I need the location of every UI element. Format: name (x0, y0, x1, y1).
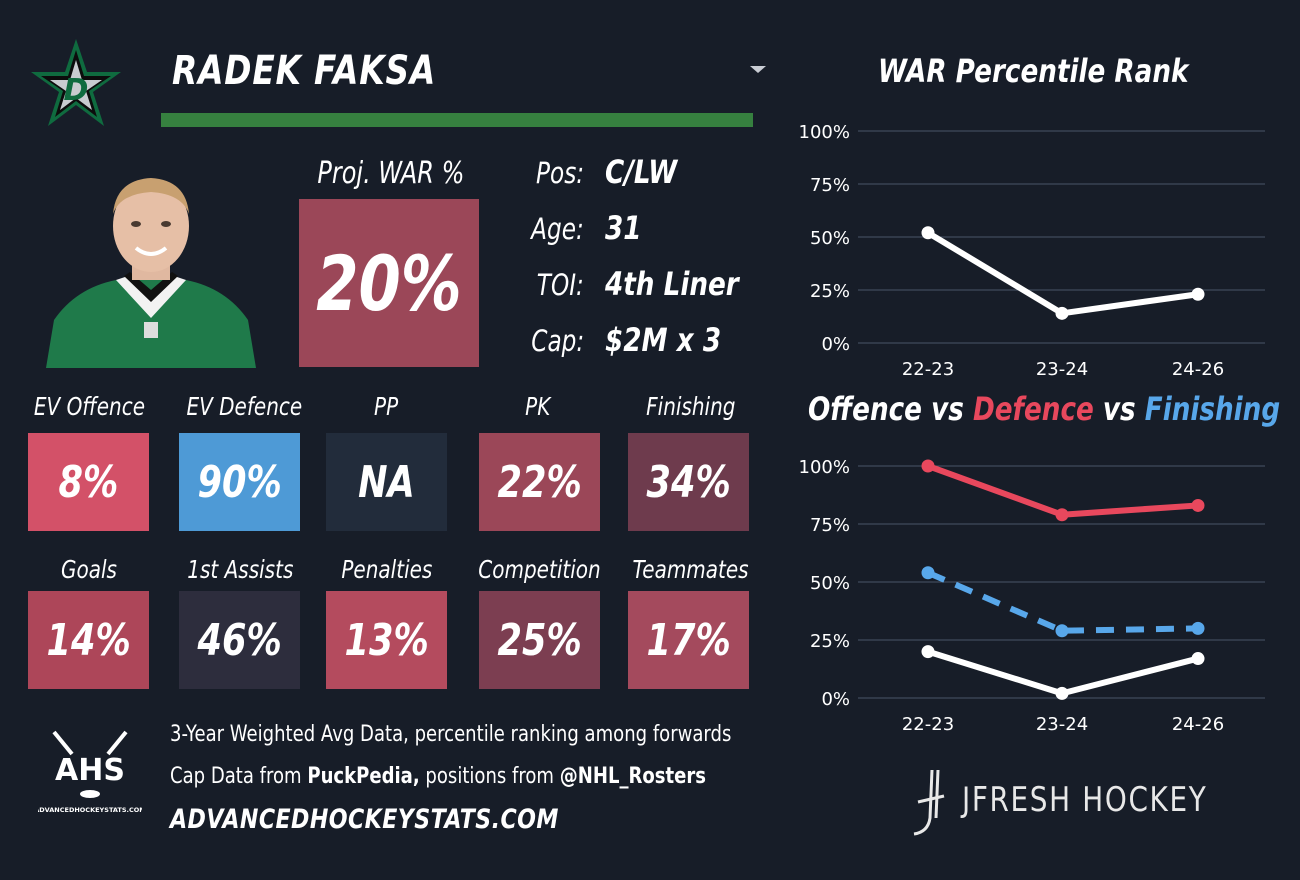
chart1-ytick-label: 75% (810, 175, 850, 196)
ahs-logo-text: AHS (55, 753, 125, 788)
dropdown-icon[interactable] (750, 66, 766, 73)
ahs-logo-small-text: ADVANCEDHOCKEYSTATS.COM (38, 806, 142, 814)
chart2-series-line (926, 463, 1199, 518)
metric-label-teammates: Teammates (632, 555, 750, 584)
chart2-data-point (921, 566, 935, 580)
chart2-data-point (1055, 686, 1069, 700)
player-name: RADEK FAKSA (172, 48, 437, 94)
info-value-age: 31 (605, 209, 642, 247)
metric-box-competition: 25% (479, 591, 600, 689)
chart1-ytick-label: 50% (810, 228, 850, 249)
info-label-toi: TOI: (536, 268, 584, 302)
jfresh-hockey-text: JFRESH HOCKEY (962, 780, 1208, 820)
metric-label-penalties: Penalties (341, 555, 433, 584)
metric-box-1st-assists: 46% (179, 591, 300, 689)
chart1-data-point (921, 226, 935, 240)
team-color-bar (161, 113, 753, 127)
jfresh-logo (913, 769, 945, 836)
chart1-xtick-label: 24-26 (1172, 359, 1224, 380)
dallas-stars-logo: D (31, 39, 121, 126)
metric-box-penalties: 13% (326, 591, 447, 689)
chart2-ytick-label: 75% (810, 515, 850, 536)
chart2-xtick-label: 24-26 (1172, 714, 1224, 735)
metric-label-1st-assists: 1st Assists (186, 555, 294, 584)
info-label-pos: Pos: (535, 156, 584, 190)
chart2-data-point (1055, 508, 1069, 522)
chart2-title: Offence vs Defence vs Finishing (808, 390, 1281, 428)
chart2-series-line (926, 569, 1199, 634)
chart2-ytick-label: 100% (799, 457, 850, 478)
svg-text:D: D (64, 73, 89, 108)
chart2-ytick-label: 0% (821, 689, 850, 710)
info-value-pos: C/LW (605, 153, 678, 191)
chart2-data-point (1191, 621, 1205, 635)
chart2-data-point (1191, 498, 1205, 512)
metric-label-goals: Goals (61, 555, 117, 584)
metric-box-teammates: 17% (628, 591, 749, 689)
metric-label-pk: PK (525, 392, 551, 421)
metric-label-ev-offence: EV Offence (33, 392, 145, 421)
chart1-data-point (1191, 287, 1205, 301)
metric-box-goals: 14% (28, 591, 149, 689)
chart2-ytick-label: 25% (810, 631, 850, 652)
chart1-data-point (1055, 306, 1069, 320)
chart1-ytick-label: 0% (821, 334, 850, 355)
chart1-title: WAR Percentile Rank (878, 52, 1189, 90)
player-photo (46, 170, 256, 368)
chart2-data-point (1191, 652, 1205, 666)
war-percentile-chart: 0% 25% 50% 75% 100% 22-23 23-24 24-26 (799, 122, 1265, 380)
metric-label-competition: Competition (478, 555, 601, 584)
chart2-xtick-label: 22-23 (902, 714, 954, 735)
chart2-data-point (921, 459, 935, 473)
site-url[interactable]: ADVANCEDHOCKEYSTATS.COM (170, 804, 559, 835)
metric-label-pp: PP (373, 392, 399, 421)
info-label-age: Age: (531, 212, 584, 246)
info-value-cap: $2M x 3 (605, 321, 722, 359)
ahs-logo: AHS ADVANCEDHOCKEYSTATS.COM (38, 730, 142, 814)
footer-line-2: Cap Data from PuckPedia, positions from … (170, 764, 707, 789)
chart1-series-line (926, 230, 1199, 317)
chart1-ytick-label: 25% (810, 281, 850, 302)
proj-war-label: Proj. WAR % (317, 156, 465, 191)
metric-box-pp: NA (326, 433, 447, 531)
chart2-xtick-label: 23-24 (1036, 714, 1088, 735)
metric-label-ev-defence: EV Defence (186, 392, 302, 421)
chart1-ytick-label: 100% (799, 122, 850, 143)
metric-box-pk: 22% (479, 433, 600, 531)
footer-line-1: 3-Year Weighted Avg Data, percentile ran… (170, 722, 732, 747)
proj-war-box: 20% (299, 199, 479, 367)
chart2-data-point (921, 645, 935, 659)
chart2-ytick-label: 50% (810, 573, 850, 594)
metric-box-finishing: 34% (628, 433, 749, 531)
chart1-xtick-label: 23-24 (1036, 359, 1088, 380)
metric-box-ev-defence: 90% (179, 433, 300, 531)
metric-box-ev-offence: 8% (28, 433, 149, 531)
info-label-cap: Cap: (531, 324, 584, 358)
chart2-data-point (1055, 624, 1069, 638)
metric-label-finishing: Finishing (646, 392, 736, 421)
info-value-toi: 4th Liner (605, 265, 739, 303)
offence-defence-finishing-chart: 0% 25% 50% 75% 100% 22-23 23-24 24-26 (799, 457, 1265, 735)
chart1-xtick-label: 22-23 (902, 359, 954, 380)
